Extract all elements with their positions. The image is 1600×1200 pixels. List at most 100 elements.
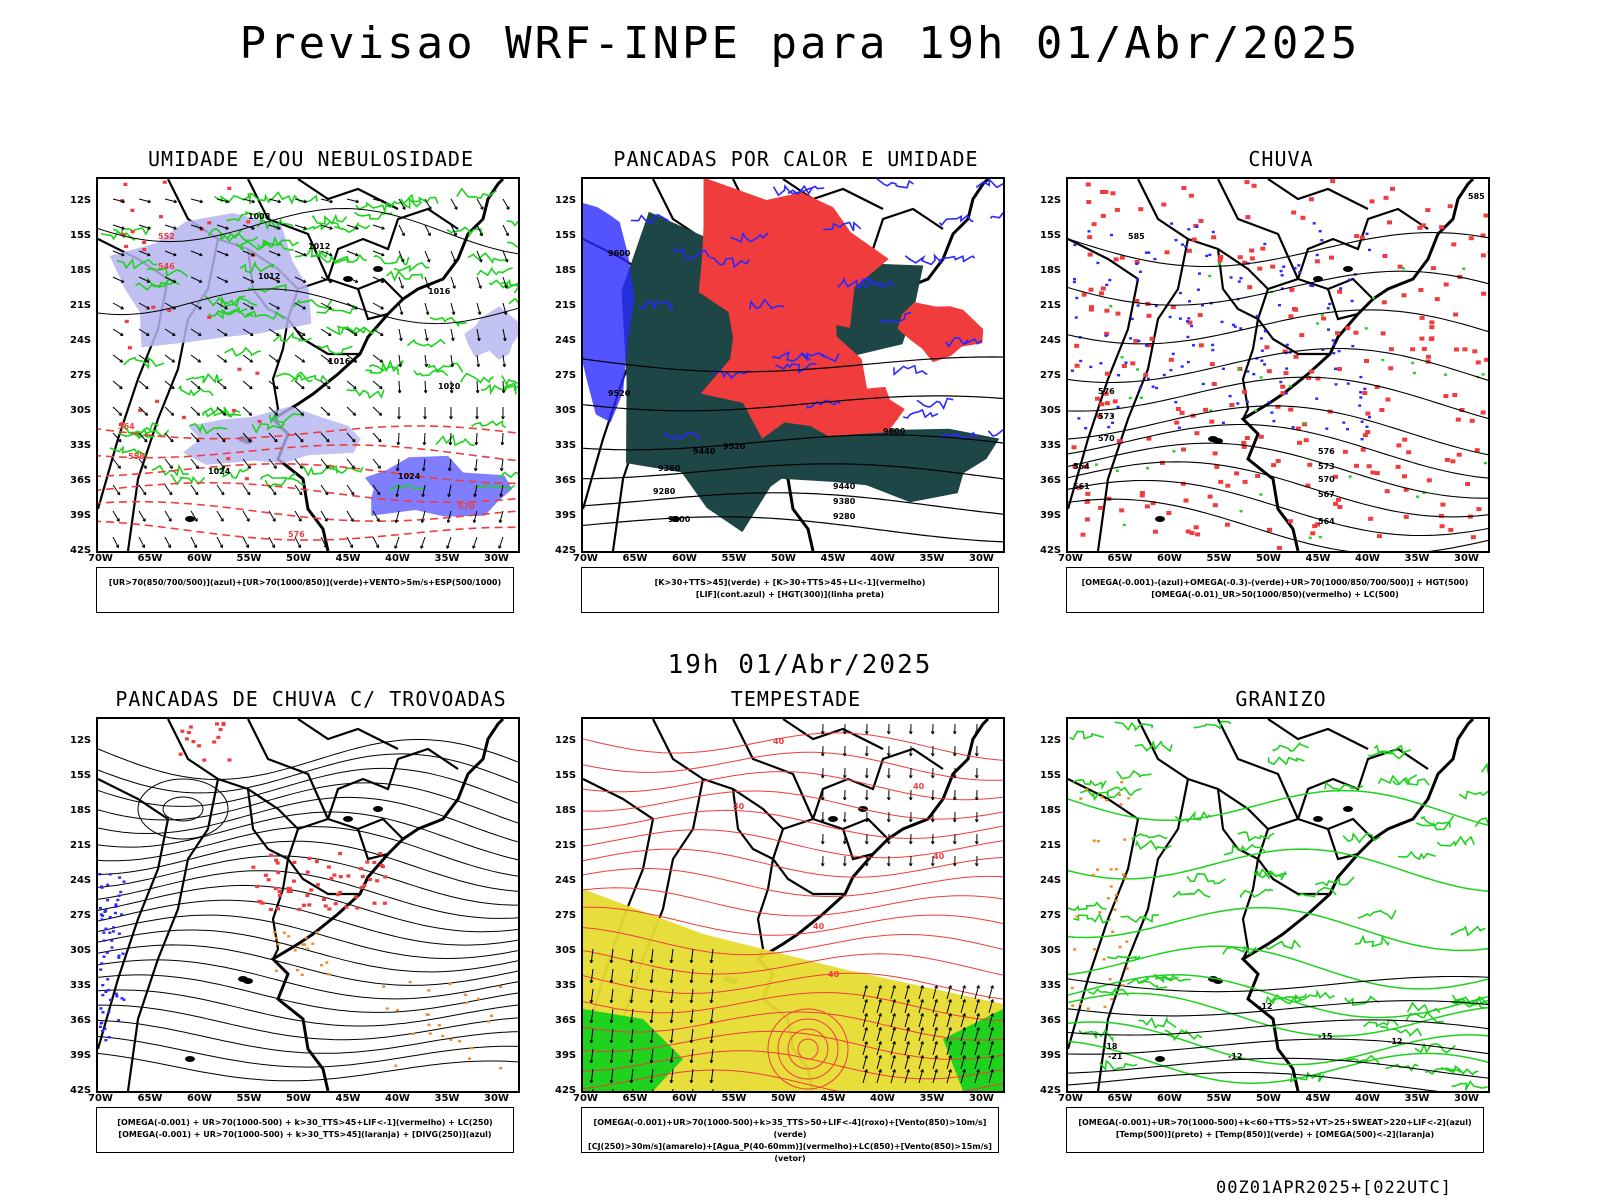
divergence-area-blue xyxy=(114,903,118,906)
humidity-area-lavender xyxy=(464,306,518,360)
legend-line: [OMEGA(-0.01)_UR>50(1000/850)(vermelho) … xyxy=(1151,590,1399,599)
wind-vector xyxy=(502,198,510,210)
wind-vector xyxy=(251,226,255,230)
temperature-850-contour xyxy=(1265,938,1302,950)
longitude-tick-label: 60W xyxy=(672,553,697,564)
wind-vector xyxy=(353,465,355,469)
state-border xyxy=(297,719,399,750)
panel-chuva: CHUVA 585 585 576 573 570 564 561 576 573 570 567 56… xyxy=(1036,147,1516,627)
wind-vector xyxy=(294,302,306,310)
green-contour xyxy=(189,422,228,435)
wind-vector xyxy=(199,279,203,283)
wind-vector xyxy=(976,1027,980,1031)
divergence-area-blue xyxy=(101,993,105,997)
temperature-850-contour xyxy=(1398,850,1436,861)
wind-vector xyxy=(164,302,176,310)
omega-area-orange xyxy=(1105,799,1109,802)
panel-tempestade: TEMPESTADE 40 40 40 40 40 40 12S 15S 18S 21S 24S 27S… xyxy=(551,687,1031,1167)
temperature-500-contour xyxy=(1068,975,1488,993)
wind-vector xyxy=(164,250,177,256)
state-border xyxy=(731,788,845,896)
wind-vector xyxy=(946,985,952,1000)
wind-vector xyxy=(498,545,502,549)
panel-umidade: UMIDADE E/OU NEBULOSIDADE 1008 1012 1012 101… xyxy=(66,147,546,627)
wind-vector xyxy=(670,1060,674,1064)
rain-area-red xyxy=(1083,464,1089,469)
wind-vector xyxy=(892,999,896,1003)
temperature-850-contour xyxy=(1114,721,1154,732)
longitude-tick-label: 30W xyxy=(1454,553,1479,564)
wind-vector xyxy=(904,1027,910,1042)
omega-area-blue xyxy=(1272,419,1276,423)
rain-area-red xyxy=(1421,346,1427,351)
wind-vector xyxy=(976,1069,980,1073)
divergence-area-blue xyxy=(103,910,107,913)
precipitable-water-contour xyxy=(583,848,1003,878)
streamline-vortex xyxy=(137,778,229,840)
green-contour xyxy=(264,477,305,489)
temperature-850-contour xyxy=(1344,995,1380,1006)
contour-label: -12 xyxy=(1228,1052,1242,1061)
longitude-tick-label: 60W xyxy=(672,1093,697,1104)
wind-vector xyxy=(650,988,654,1003)
wind-vector xyxy=(590,980,594,984)
legend-box: [OMEGA(-0.001)-(azul)+OMEGA(-0.3)-(verde… xyxy=(1066,567,1484,613)
wind-vector xyxy=(320,224,333,230)
wind-vector xyxy=(630,988,634,1003)
wind-vector xyxy=(918,1055,924,1070)
rain-area-red xyxy=(1212,451,1218,456)
wind-vector xyxy=(397,432,400,446)
rain-area-red xyxy=(1085,182,1091,187)
latitude-tick-label: 27S xyxy=(555,370,577,381)
wind-vector xyxy=(425,390,428,394)
wind-vector xyxy=(146,412,149,416)
streamline xyxy=(98,870,518,919)
divergence-area-blue xyxy=(112,926,116,929)
omega-area-blue xyxy=(1252,373,1256,376)
wind-vector xyxy=(590,1048,594,1063)
wind-vector xyxy=(138,198,151,203)
rain-area-red xyxy=(1443,282,1449,287)
wind-vector xyxy=(397,442,401,446)
rain-area-red xyxy=(1168,357,1174,362)
wind-vector xyxy=(690,980,694,984)
divergence-area-blue xyxy=(114,905,118,908)
wind-vector xyxy=(294,328,306,336)
rain-area-red xyxy=(1418,288,1424,292)
rain-area-red xyxy=(1175,407,1181,411)
wind-vector xyxy=(650,1040,654,1044)
contour-label: 9360 xyxy=(658,464,681,473)
longitude-tick-label: 60W xyxy=(187,1093,212,1104)
wind-vector xyxy=(423,442,427,446)
rain-area-red xyxy=(1459,408,1465,412)
omega-area-blue xyxy=(1285,343,1289,347)
wind-vector xyxy=(224,385,227,389)
wind-vector xyxy=(650,960,654,964)
state-border xyxy=(356,828,389,861)
lifted-index-contour xyxy=(904,253,943,266)
longitude-tick-label: 40W xyxy=(1355,553,1380,564)
wind-vector xyxy=(478,363,481,368)
omega-area-blue xyxy=(1147,251,1151,254)
convection-area-orange xyxy=(499,985,502,988)
wind-vector xyxy=(395,520,399,523)
wind-vector xyxy=(918,999,924,1014)
wind-vector xyxy=(976,999,980,1003)
wind-vector xyxy=(502,416,505,420)
wind-vector xyxy=(920,1041,924,1045)
contour-label: 564 xyxy=(1318,517,1335,526)
temperature-850-contour xyxy=(1480,762,1488,775)
lifted-index-area-blue xyxy=(583,203,635,423)
temperature-850-contour xyxy=(1222,945,1257,955)
rain-area-red xyxy=(1425,208,1431,213)
wind-vector xyxy=(906,1027,910,1031)
divergence-area-blue xyxy=(102,955,106,958)
omega-area-blue xyxy=(1077,417,1081,420)
wind-vector xyxy=(138,484,147,496)
omega-area-blue xyxy=(1174,238,1178,242)
precipitable-water-contour xyxy=(583,972,1003,1000)
wind-vector xyxy=(268,510,276,522)
wind-vector xyxy=(960,1069,966,1084)
wind-vector xyxy=(329,226,333,230)
wind-vector xyxy=(398,224,405,236)
